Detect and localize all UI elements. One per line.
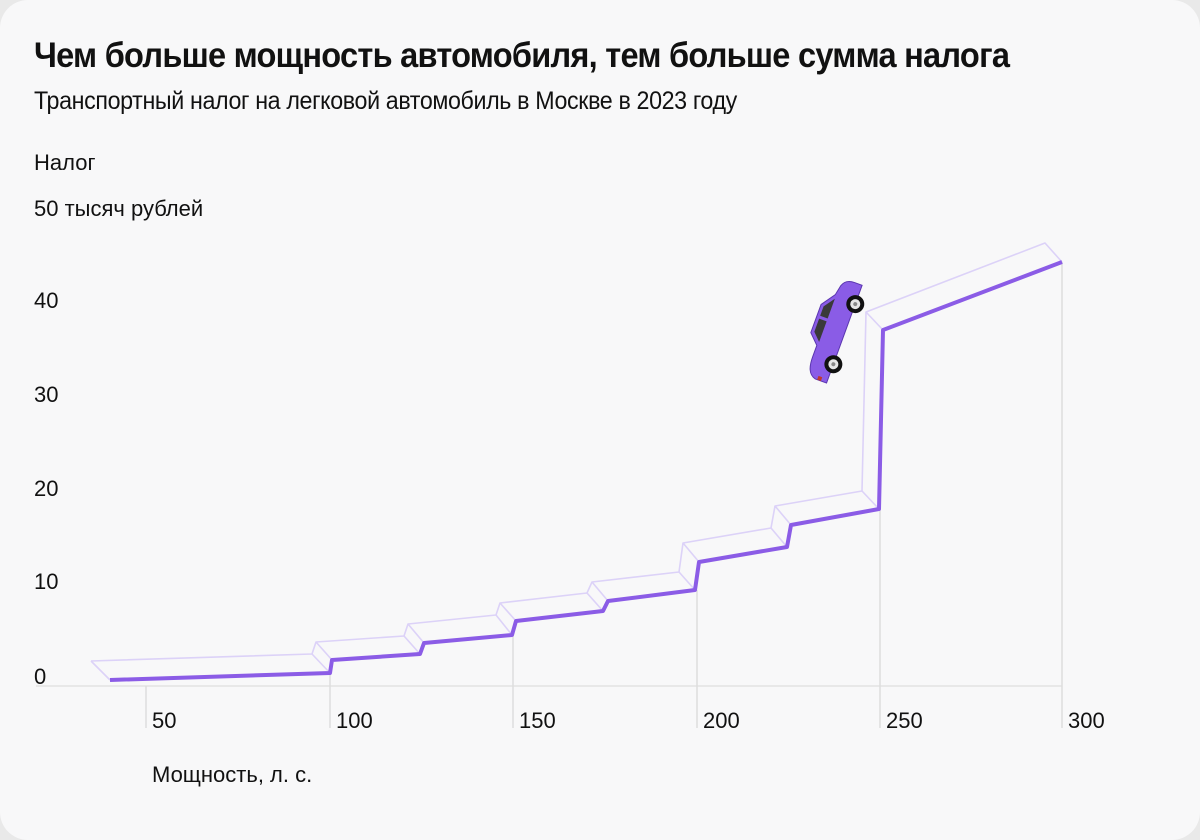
chart-subtitle: Транспортный налог на легковой автомобил…: [34, 87, 737, 115]
y-axis-unit: 50 тысяч рублей: [34, 196, 204, 221]
x-tick-100: 100: [336, 708, 373, 733]
x-tick-250: 250: [886, 708, 923, 733]
falling-car-icon: [809, 280, 865, 384]
x-tick-200: 200: [703, 708, 740, 733]
x-tick-300: 300: [1068, 708, 1105, 733]
x-tick-50: 50: [152, 708, 177, 733]
tax-step-line: [109, 260, 1063, 682]
y-tick-40: 40: [34, 288, 59, 313]
x-axis-title: Мощность, л. с.: [152, 762, 313, 787]
y-tick-30: 30: [34, 382, 59, 407]
y-axis-title: Налог: [34, 150, 96, 175]
step-shadow: [90, 242, 1063, 681]
y-tick-10: 10: [34, 569, 59, 594]
y-tick-20: 20: [34, 476, 59, 501]
y-tick-0: 0: [34, 664, 47, 689]
chart-title: Чем больше мощность автомобиля, тем боль…: [34, 36, 1010, 75]
x-gridlines: [145, 262, 1063, 728]
x-tick-150: 150: [519, 708, 556, 733]
